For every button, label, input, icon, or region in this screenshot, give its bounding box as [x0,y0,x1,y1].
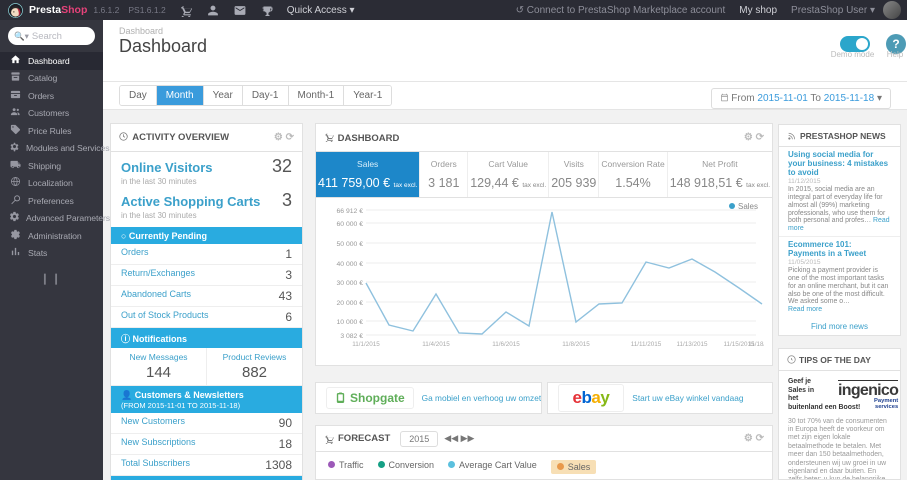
svg-text:11/6/2015: 11/6/2015 [492,341,520,348]
svg-text:30 000 €: 30 000 € [337,280,364,287]
svg-text:11/8/2015: 11/8/2015 [562,341,590,348]
svg-text:10 000 €: 10 000 € [337,319,364,326]
svg-text:3 082 €: 3 082 € [340,333,363,340]
svg-text:50 000 €: 50 000 € [337,241,364,248]
svg-text:20 000 €: 20 000 € [337,300,364,307]
svg-text:11/18/201: 11/18/201 [748,341,764,348]
svg-text:40 000 €: 40 000 € [337,261,364,268]
svg-text:11/13/2015: 11/13/2015 [676,341,708,348]
svg-text:11/11/2015: 11/11/2015 [631,341,662,348]
svg-text:11/4/2015: 11/4/2015 [422,341,450,348]
svg-text:11/1/2015: 11/1/2015 [352,341,380,348]
svg-text:60 000 €: 60 000 € [337,221,364,228]
svg-text:66 912 €: 66 912 € [337,208,364,215]
